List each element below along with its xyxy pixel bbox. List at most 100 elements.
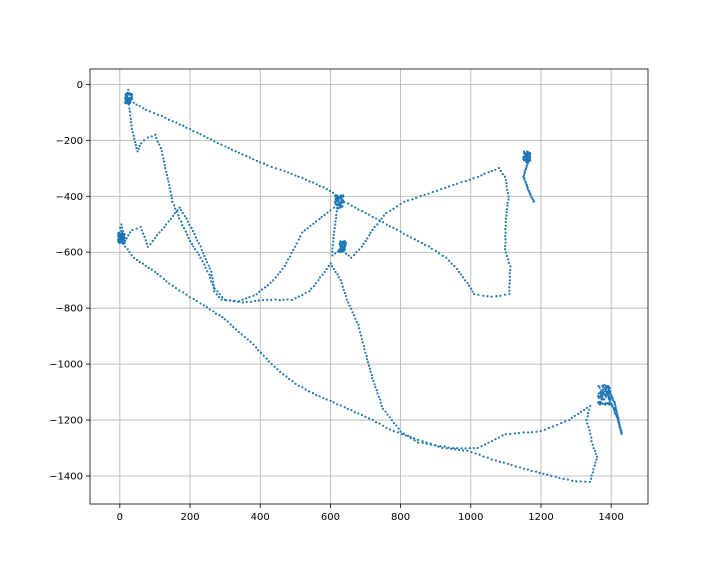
data-point	[182, 291, 185, 294]
data-point	[276, 368, 279, 371]
data-point	[229, 323, 232, 326]
data-point	[135, 146, 138, 150]
data-point	[344, 243, 347, 246]
data-point	[332, 240, 335, 243]
data-point	[377, 395, 380, 398]
data-point	[506, 462, 510, 465]
data-point	[506, 258, 510, 261]
data-point	[611, 396, 614, 399]
data-point	[378, 220, 381, 223]
data-point	[131, 131, 134, 134]
data-point	[218, 292, 221, 296]
data-point	[187, 236, 190, 240]
data-point	[193, 232, 196, 236]
data-point	[255, 159, 259, 162]
data-point	[308, 290, 311, 293]
data-point	[130, 124, 133, 127]
data-point	[335, 203, 339, 206]
data-point	[461, 276, 465, 279]
y-tick-label: 0	[77, 80, 83, 91]
data-point	[132, 134, 135, 137]
data-point	[364, 415, 367, 418]
data-point	[351, 311, 354, 314]
data-point	[611, 405, 614, 408]
data-point	[167, 118, 171, 121]
data-point	[212, 284, 215, 287]
data-point	[156, 140, 159, 143]
data-point	[444, 186, 447, 189]
data-point	[329, 209, 332, 212]
data-point	[196, 251, 199, 254]
data-point	[177, 214, 180, 217]
data-point	[199, 302, 202, 305]
data-point	[613, 403, 617, 406]
data-point	[566, 478, 569, 481]
data-point	[127, 88, 130, 91]
data-point	[375, 217, 378, 220]
data-point	[129, 121, 133, 124]
data-point	[506, 201, 509, 205]
data-point	[368, 234, 371, 237]
y-tick-label: −200	[56, 136, 83, 147]
data-point	[197, 253, 201, 256]
data-point	[388, 428, 392, 431]
data-point	[386, 413, 389, 416]
data-point	[389, 209, 392, 212]
data-point	[365, 358, 369, 361]
data-point	[332, 401, 335, 404]
data-point	[243, 335, 246, 339]
data-point	[529, 159, 532, 162]
data-point	[140, 229, 143, 232]
data-point	[502, 461, 505, 464]
data-point	[402, 232, 405, 235]
data-point	[209, 276, 212, 279]
data-point	[211, 277, 214, 280]
data-point	[527, 431, 530, 434]
data-point	[525, 185, 529, 188]
data-point	[525, 164, 528, 167]
data-point	[375, 389, 378, 392]
data-point	[320, 215, 323, 219]
data-point	[375, 421, 378, 424]
data-point	[477, 293, 480, 296]
data-point	[522, 155, 525, 158]
data-point	[472, 446, 475, 450]
data-point	[509, 268, 512, 272]
data-point	[171, 200, 174, 203]
data-point	[257, 299, 261, 302]
data-point	[486, 456, 489, 459]
data-point	[590, 436, 593, 439]
data-point	[425, 441, 428, 444]
data-point	[252, 343, 255, 346]
data-point	[524, 153, 527, 156]
data-point	[348, 304, 351, 307]
data-point	[338, 248, 342, 252]
data-point	[504, 234, 507, 238]
data-point	[601, 392, 604, 395]
data-point	[290, 251, 293, 255]
data-point	[341, 205, 344, 208]
data-point	[501, 434, 504, 437]
data-point	[332, 267, 336, 271]
data-point	[582, 408, 586, 412]
data-point	[144, 239, 147, 242]
data-point	[189, 128, 192, 131]
data-point	[122, 239, 125, 242]
data-point	[560, 421, 563, 425]
data-point	[246, 338, 249, 341]
data-point	[270, 363, 273, 366]
data-point	[153, 270, 157, 273]
data-point	[130, 94, 133, 97]
data-point	[216, 141, 219, 145]
data-point	[441, 254, 444, 257]
data-point	[522, 175, 525, 178]
data-point	[141, 232, 145, 235]
data-point	[329, 262, 332, 265]
data-point	[530, 196, 533, 199]
data-point	[153, 111, 156, 115]
data-point	[118, 241, 121, 245]
data-point	[522, 467, 526, 470]
data-point	[530, 469, 533, 473]
data-point	[182, 227, 186, 230]
data-point	[531, 197, 534, 201]
